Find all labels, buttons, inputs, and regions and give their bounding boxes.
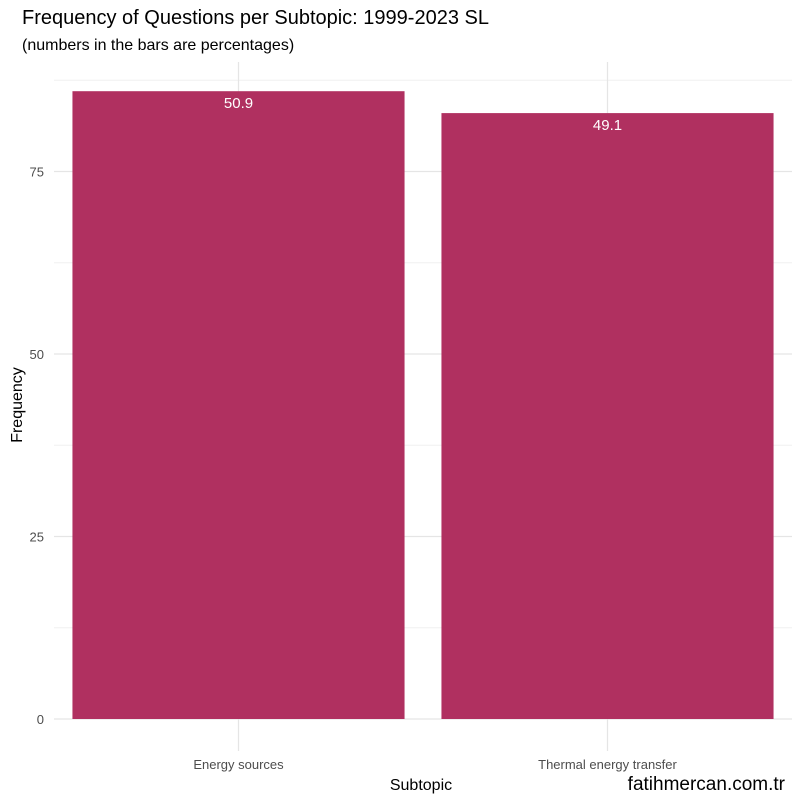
- bar: [72, 91, 405, 719]
- chart-subtitle: (numbers in the bars are percentages): [22, 37, 294, 54]
- bar-value-label: 49.1: [593, 117, 622, 134]
- x-tick-label: Thermal energy transfer: [538, 757, 677, 772]
- bar: [441, 113, 774, 720]
- caption-watermark: fatihmercan.com.tr: [628, 774, 786, 795]
- y-axis-title: Frequency: [9, 367, 26, 443]
- x-tick-label: Energy sources: [193, 757, 284, 772]
- bars: 50.9 49.1: [72, 91, 774, 720]
- y-tick-label: 25: [30, 530, 44, 545]
- y-tick-label: 75: [30, 165, 44, 180]
- axis-ticks: 0 25 50 75 Energy sources Thermal energy tran…: [30, 165, 678, 773]
- y-tick-label: 0: [37, 712, 44, 727]
- bar-value-label: 50.9: [224, 95, 253, 112]
- x-axis-title: Subtopic: [390, 777, 452, 794]
- chart-title: Frequency of Questions per Subtopic: 199…: [22, 7, 489, 29]
- y-tick-label: 50: [30, 347, 44, 362]
